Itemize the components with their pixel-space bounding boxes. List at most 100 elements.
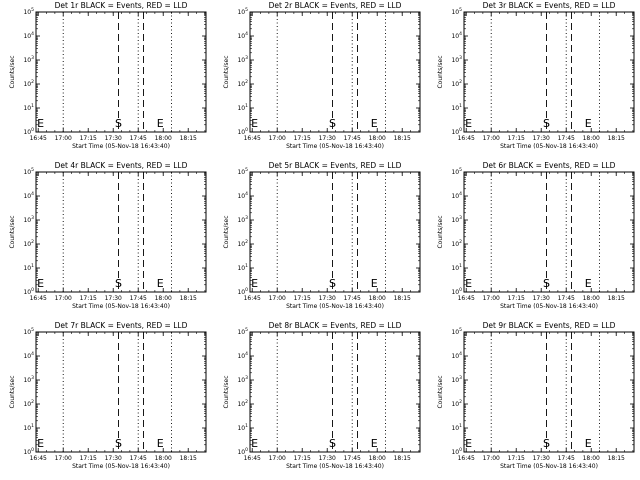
marker-s: S xyxy=(329,117,336,130)
marker-e: E xyxy=(251,277,258,290)
panel-det-4: Det 4r BLACK = Events, RED = LLD 100 101 10… xyxy=(9,161,207,310)
y-tick-label: 102 xyxy=(451,399,462,408)
plot-frame xyxy=(249,171,421,293)
panel-title: Det 1r BLACK = Events, RED = LLD xyxy=(55,1,188,10)
x-tick-label: 17:00 xyxy=(483,455,500,462)
x-tick-label: 18:00 xyxy=(369,135,386,142)
x-tick-label: 17:30 xyxy=(319,135,336,142)
y-tick-label: 102 xyxy=(237,239,248,248)
x-tick-label: 17:30 xyxy=(105,295,122,302)
x-tick-label: 17:45 xyxy=(130,295,147,302)
x-tick-label: 17:45 xyxy=(558,135,575,142)
y-tick-label: 105 xyxy=(23,7,34,16)
x-tick-label: 16:45 xyxy=(244,295,261,302)
x-tick-label: 17:15 xyxy=(80,295,97,302)
y-tick-label: 102 xyxy=(451,239,462,248)
plot-frame xyxy=(35,331,207,453)
marker-e: E xyxy=(157,277,164,290)
y-tick-label: 104 xyxy=(237,351,248,360)
marker-e: E xyxy=(251,437,258,450)
y-axis-label: Counts/sec xyxy=(223,215,230,248)
y-axis-label: Counts/sec xyxy=(437,375,444,408)
plot-frame xyxy=(463,171,635,293)
x-axis-label: Start Time (05-Nov-18 16:43:40) xyxy=(286,463,384,470)
marker-s: S xyxy=(115,117,122,130)
y-tick-label: 104 xyxy=(451,191,462,200)
x-tick-label: 17:15 xyxy=(294,295,311,302)
x-tick-label: 17:00 xyxy=(55,455,72,462)
x-tick-label: 17:00 xyxy=(483,135,500,142)
panel-det-8: Det 8r BLACK = Events, RED = LLD 100 101 10… xyxy=(223,321,421,470)
panel-title: Det 5r BLACK = Events, RED = LLD xyxy=(269,161,402,170)
panel-det-1: Det 1r BLACK = Events, RED = LLD 100 101 10… xyxy=(9,1,207,150)
y-tick-label: 104 xyxy=(237,31,248,40)
y-tick-label: 105 xyxy=(451,7,462,16)
panel-det-6: Det 6r BLACK = Events, RED = LLD 100 101 10… xyxy=(437,161,635,310)
x-axis-label: Start Time (05-Nov-18 16:43:40) xyxy=(500,303,598,310)
y-tick-label: 100 xyxy=(451,127,462,136)
x-tick-label: 18:00 xyxy=(583,295,600,302)
x-axis-label: Start Time (05-Nov-18 16:43:40) xyxy=(72,463,170,470)
y-tick-label: 101 xyxy=(237,423,248,432)
plot-frame xyxy=(249,331,421,453)
marker-s: S xyxy=(115,437,122,450)
y-axis-label: Counts/sec xyxy=(437,215,444,248)
y-tick-label: 101 xyxy=(451,423,462,432)
plot-frame xyxy=(463,331,635,453)
x-tick-label: 16:45 xyxy=(30,295,47,302)
x-tick-label: 17:30 xyxy=(533,295,550,302)
x-tick-label: 16:45 xyxy=(30,455,47,462)
x-tick-label: 18:00 xyxy=(369,455,386,462)
panel-det-2: Det 2r BLACK = Events, RED = LLD 100 101 10… xyxy=(223,1,421,150)
y-tick-label: 104 xyxy=(23,191,34,200)
x-tick-label: 17:00 xyxy=(269,135,286,142)
x-tick-label: 17:30 xyxy=(105,135,122,142)
y-tick-label: 100 xyxy=(237,447,248,456)
x-tick-label: 18:15 xyxy=(180,455,197,462)
y-tick-label: 102 xyxy=(23,239,34,248)
x-tick-label: 16:45 xyxy=(30,135,47,142)
marker-e: E xyxy=(585,437,592,450)
y-tick-label: 105 xyxy=(237,327,248,336)
y-axis-label: Counts/sec xyxy=(9,55,16,88)
marker-e: E xyxy=(157,437,164,450)
y-tick-label: 100 xyxy=(451,447,462,456)
y-tick-label: 103 xyxy=(237,55,248,64)
x-tick-label: 17:15 xyxy=(80,135,97,142)
x-tick-label: 17:15 xyxy=(508,135,525,142)
plot-frame xyxy=(35,11,207,133)
panel-det-7: Det 7r BLACK = Events, RED = LLD 100 101 10… xyxy=(9,321,207,470)
x-tick-label: 18:15 xyxy=(180,135,197,142)
x-tick-label: 16:45 xyxy=(458,455,475,462)
x-tick-label: 17:15 xyxy=(80,455,97,462)
x-tick-label: 18:15 xyxy=(608,135,625,142)
y-tick-label: 102 xyxy=(23,79,34,88)
plot-frame xyxy=(463,11,635,133)
marker-e: E xyxy=(371,277,378,290)
marker-e: E xyxy=(465,277,472,290)
x-tick-label: 17:30 xyxy=(533,135,550,142)
marker-s: S xyxy=(543,437,550,450)
y-tick-label: 101 xyxy=(23,423,34,432)
x-tick-label: 16:45 xyxy=(458,295,475,302)
x-tick-label: 18:15 xyxy=(394,295,411,302)
x-tick-label: 17:30 xyxy=(105,455,122,462)
plot-frame xyxy=(249,11,421,133)
panel-title: Det 2r BLACK = Events, RED = LLD xyxy=(269,1,402,10)
y-tick-label: 100 xyxy=(23,127,34,136)
x-tick-label: 17:45 xyxy=(344,295,361,302)
x-tick-label: 18:00 xyxy=(155,455,172,462)
y-tick-label: 103 xyxy=(237,215,248,224)
x-tick-label: 17:15 xyxy=(508,295,525,302)
y-tick-label: 104 xyxy=(23,351,34,360)
x-tick-label: 16:45 xyxy=(458,135,475,142)
x-axis-label: Start Time (05-Nov-18 16:43:40) xyxy=(500,463,598,470)
panel-det-3: Det 3r BLACK = Events, RED = LLD 100 101 10… xyxy=(437,1,635,150)
marker-e: E xyxy=(371,437,378,450)
marker-e: E xyxy=(37,117,44,130)
panel-det-9: Det 9r BLACK = Events, RED = LLD 100 101 10… xyxy=(437,321,635,470)
x-tick-label: 17:00 xyxy=(483,295,500,302)
y-axis-label: Counts/sec xyxy=(223,55,230,88)
y-tick-label: 100 xyxy=(23,447,34,456)
y-tick-label: 104 xyxy=(237,191,248,200)
